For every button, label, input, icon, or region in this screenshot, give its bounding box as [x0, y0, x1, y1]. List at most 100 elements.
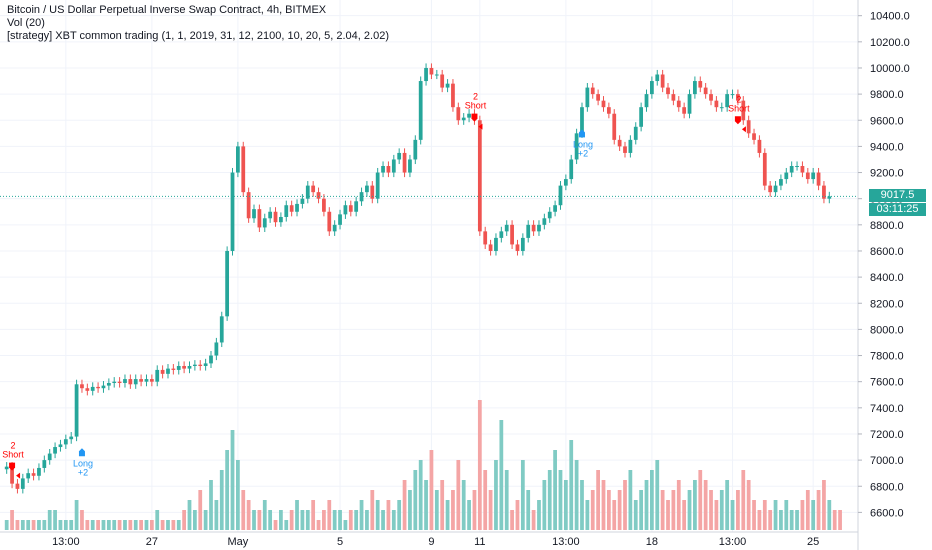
signal-label-bottom: Short [465, 101, 487, 111]
volume-bar [650, 470, 654, 530]
time-tick-label: 11 [474, 536, 485, 548]
candle-body [252, 209, 256, 219]
volume-bar [580, 480, 584, 530]
volume-bar [322, 510, 326, 530]
candle-body [176, 365, 181, 370]
candle-body [563, 179, 568, 186]
candle-body [639, 107, 644, 127]
volume-bar [106, 520, 111, 530]
price-tick-label: 7400.0 [870, 403, 904, 415]
signal-label-bottom: +2 [578, 148, 588, 158]
candle-body [762, 152, 767, 186]
candle-body [203, 363, 208, 366]
candle-body [171, 368, 176, 370]
candle-body [413, 139, 418, 160]
volume-bar [408, 490, 412, 530]
candle-body [429, 67, 434, 75]
candle-body [31, 473, 36, 476]
volume-bar [752, 500, 756, 530]
candle-body [295, 203, 299, 212]
volume-bar [155, 510, 160, 530]
volume-bar [123, 520, 127, 530]
volume-bar [117, 520, 122, 530]
short-marker-icon [471, 113, 478, 122]
volume-bar [397, 500, 402, 530]
candle-body [580, 107, 584, 134]
strategy-indicator-label[interactable]: [strategy] XBT common trading (1, 1, 201… [7, 30, 389, 42]
candle-body [730, 94, 735, 96]
grid [0, 0, 858, 532]
time-tick-label: 13:00 [52, 536, 80, 548]
candle-body [623, 146, 627, 153]
volume-bar [289, 510, 294, 530]
time-axis[interactable]: 13:00 27 May 5 9 11 13:00 18 13:00 25 [0, 531, 858, 548]
candle-body [284, 205, 289, 217]
volume-bar [343, 520, 348, 530]
candle-body [58, 444, 63, 448]
candle-body [585, 87, 590, 108]
candle-body [590, 87, 595, 95]
volume-bar [822, 480, 826, 530]
volume-bar [531, 510, 536, 530]
short-arrow-icon [478, 123, 483, 130]
candle-body [644, 94, 649, 108]
volume-bar [386, 500, 391, 530]
candle-body [440, 74, 445, 88]
bar-countdown-tag: 03:11:25 [869, 203, 926, 217]
volume-bar [477, 400, 482, 530]
candle-body [123, 379, 127, 383]
volume-bar [316, 520, 321, 530]
time-tick-label: 13:00 [552, 536, 580, 548]
volume-indicator-label[interactable]: Vol (20) [7, 17, 45, 29]
candle-body [779, 179, 783, 186]
signal-label-bottom: +2 [78, 467, 88, 477]
candle-body [456, 107, 461, 121]
candle-body [606, 107, 611, 114]
candle-body [268, 211, 273, 219]
candle-body [822, 185, 826, 199]
volume-bar [590, 490, 595, 530]
price-tick-label: 9400.0 [870, 141, 904, 153]
candle-body [42, 460, 47, 468]
volume-bar [746, 480, 751, 530]
volume-bar [230, 430, 235, 530]
volume-bar [284, 520, 289, 530]
candle-body [209, 355, 213, 364]
volume-bar [80, 510, 84, 530]
price-axis[interactable]: 10400.0 10200.0 10000.0 9800.0 9600.0 9400.0 9… [857, 0, 932, 550]
signal-label-bottom: Short [2, 450, 24, 460]
volume-bar [370, 490, 375, 530]
signal-label-top: 2 [11, 441, 16, 451]
candle-body [273, 211, 278, 223]
volume-bar [547, 470, 552, 530]
volume-bar [176, 520, 181, 530]
candle-body [391, 159, 396, 173]
candle-body [106, 382, 111, 386]
candle-body [300, 198, 305, 204]
volume-bar [741, 470, 746, 530]
volume-bar [601, 480, 606, 530]
candle-body [117, 381, 122, 383]
candle-body [714, 100, 719, 108]
volume-bar [4, 520, 9, 530]
volume-bar [811, 500, 816, 530]
volume-bar [800, 500, 805, 530]
candle-body [257, 209, 262, 228]
volume-bar [703, 480, 708, 530]
candle-body [47, 453, 52, 461]
candle-body [198, 364, 203, 366]
price-tick-label: 9600.0 [870, 115, 904, 127]
volume-bar [440, 480, 445, 530]
volume-bar [719, 490, 724, 530]
volume-bar [381, 510, 385, 530]
candle-body [187, 365, 192, 369]
symbol-title[interactable]: Bitcoin / US Dollar Perpetual Inverse Sw… [7, 4, 327, 16]
price-tick-label: 7200.0 [870, 429, 904, 441]
last-price-tag: 9017.5 [869, 189, 926, 203]
volume-bar [644, 480, 649, 530]
price-tick-label: 9800.0 [870, 89, 904, 101]
volume-bar [37, 520, 41, 530]
volume-bar [606, 490, 611, 530]
